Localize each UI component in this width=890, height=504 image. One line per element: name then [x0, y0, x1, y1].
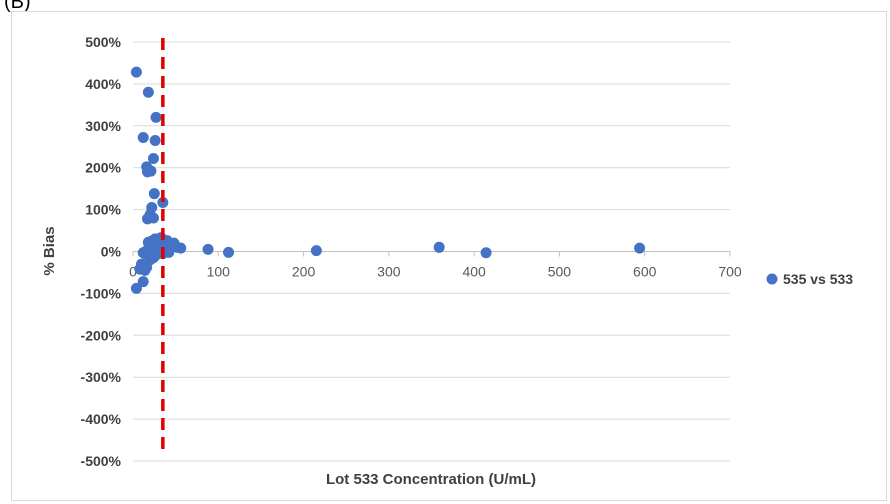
data-point	[130, 282, 142, 294]
data-point	[137, 276, 149, 288]
data-point	[433, 241, 445, 253]
data-point	[147, 212, 159, 224]
y-tick-label: -300%	[81, 369, 122, 385]
y-tick-label: 400%	[85, 76, 121, 92]
gridlines	[133, 41, 730, 462]
x-tick-label: 400	[462, 264, 486, 280]
legend: 535 vs 533	[766, 271, 853, 287]
data-point	[157, 196, 169, 208]
legend-label: 535 vs 533	[783, 271, 853, 287]
panel-label: (B)	[4, 0, 31, 13]
x-tick-label: 100	[207, 264, 231, 280]
data-point	[175, 242, 187, 254]
y-tick-label: 0%	[101, 244, 122, 260]
data-point	[142, 236, 154, 248]
y-tick-label: -400%	[81, 411, 122, 427]
x-tick-label: 200	[292, 264, 316, 280]
y-tick-label: -200%	[81, 327, 122, 343]
x-tick-label: 700	[718, 264, 742, 280]
x-axis-ticks: 0 100 200 300 400 500 600 700	[129, 251, 742, 280]
x-tick-label: 500	[548, 264, 572, 280]
data-point	[142, 86, 154, 98]
x-tick-label: 0	[129, 264, 137, 280]
data-point	[148, 188, 160, 200]
y-tick-label: 300%	[85, 118, 121, 134]
data-point	[165, 239, 177, 251]
x-axis-title: Lot 533 Concentration (U/mL)	[326, 471, 536, 488]
data-points	[130, 66, 646, 294]
y-tick-label: 100%	[85, 202, 121, 218]
data-point	[130, 66, 142, 78]
data-point	[150, 111, 162, 123]
data-point	[141, 166, 153, 178]
x-tick-label: 600	[633, 264, 657, 280]
y-tick-label: 500%	[85, 34, 121, 50]
chart-area	[11, 11, 887, 501]
data-point	[139, 248, 151, 260]
data-point	[310, 245, 322, 257]
data-point	[147, 252, 159, 264]
y-tick-label: -100%	[81, 285, 122, 301]
data-point	[202, 243, 214, 255]
data-point	[480, 247, 492, 259]
y-axis-title: % Bias	[41, 226, 58, 275]
legend-marker	[766, 273, 778, 285]
data-point	[149, 134, 161, 146]
y-axis-ticks: 500% 400% 300% 200% 100% 0% -100% -200% -300% -40…	[81, 34, 122, 469]
data-point	[223, 246, 235, 258]
x-tick-label: 300	[377, 264, 401, 280]
data-point	[634, 242, 646, 254]
y-tick-label: 200%	[85, 160, 121, 176]
data-point	[137, 132, 149, 144]
y-tick-label: -500%	[81, 453, 122, 469]
data-point	[147, 152, 159, 164]
